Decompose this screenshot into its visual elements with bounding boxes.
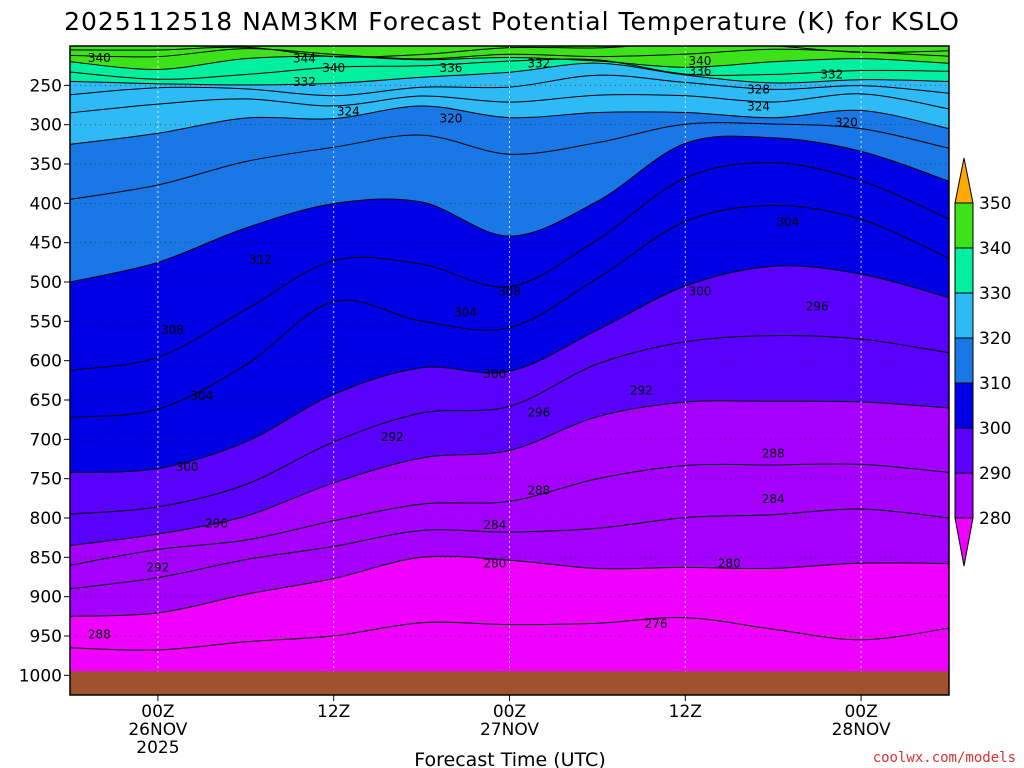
colorbar-swatch-300	[954, 382, 974, 429]
y-tick-label: 550	[30, 312, 62, 332]
contour-label: 336	[688, 64, 711, 78]
colorbar-label: 310	[979, 374, 1011, 394]
contour-label: 284	[483, 518, 506, 532]
contour-label: 280	[483, 557, 506, 571]
contour-label: 276	[645, 617, 668, 631]
colorbar-swatch-290	[954, 427, 974, 474]
colorbar-swatch-280	[954, 472, 974, 519]
contour-label: 284	[762, 492, 785, 506]
contour-label: 292	[630, 384, 653, 398]
x-tick-label: 27NOV	[480, 720, 539, 740]
isentrope-344	[70, 48, 949, 60]
x-tick-label: 2025	[136, 738, 179, 758]
y-tick-label: 900	[30, 588, 62, 608]
colorbar-label: 290	[979, 464, 1011, 484]
contour-label: 340	[322, 61, 345, 75]
y-tick-label: 850	[30, 548, 62, 568]
contour-label: 320	[835, 115, 858, 129]
contour-label: 300	[483, 367, 506, 381]
y-tick-label: 750	[30, 470, 62, 490]
y-tick-label: 700	[30, 430, 62, 450]
colorbar-swatch-340	[954, 202, 974, 249]
contour-label: 288	[762, 446, 785, 460]
y-tick-label: 800	[30, 509, 62, 529]
contour-label: 304	[776, 215, 799, 229]
x-tick-label: 00Z	[844, 702, 877, 722]
contour-label: 296	[527, 406, 550, 420]
isentrope-280	[70, 555, 949, 617]
contour-label: 280	[718, 557, 741, 571]
contour-label: 296	[205, 517, 228, 531]
contour-label: 324	[337, 104, 360, 118]
colorbar-label: 280	[979, 509, 1011, 529]
chart-title: 2025112518 NAM3KM Forecast Potential Tem…	[64, 7, 960, 36]
contour-label: 320	[439, 111, 462, 125]
colorbar-label: 300	[979, 419, 1011, 439]
colorbar-swatch-320	[954, 292, 974, 339]
contour-label: 332	[527, 56, 550, 70]
y-tick-label: 500	[30, 273, 62, 293]
contour-label: 304	[190, 389, 213, 403]
x-tick-label: 28NOV	[832, 720, 891, 740]
contour-label: 340	[688, 54, 711, 68]
colorbar: 280 290 300 310 320 330 340 350	[954, 157, 1011, 567]
x-tick-label: 12Z	[317, 702, 350, 722]
contour-label: 292	[381, 430, 404, 444]
contour-label: 296	[806, 299, 829, 313]
y-tick-label: 300	[30, 116, 62, 136]
x-axis-title: Forecast Time (UTC)	[414, 749, 605, 768]
ground-surface	[70, 671, 949, 695]
contour-label: 300	[688, 284, 711, 298]
colorbar-label: 320	[979, 329, 1011, 349]
contour-label: 292	[146, 561, 169, 575]
fill-band-348	[70, 46, 949, 58]
site-credit: coolwx.com/models	[873, 750, 1016, 766]
y-tick-label: 400	[30, 194, 62, 214]
contour-label: 344	[293, 52, 316, 66]
y-tick-label: 1000	[19, 666, 62, 686]
y-axis: 250 300 350 400 450 500 550 600 650 700 750 800 850 9…	[19, 76, 70, 686]
contour-label: 308	[161, 323, 184, 337]
colorbar-label: 340	[979, 239, 1011, 259]
contour-label: 332	[293, 75, 316, 89]
contour-label: 340	[88, 51, 111, 65]
y-tick-label: 450	[30, 234, 62, 254]
isentrope-316	[70, 122, 949, 200]
x-tick-label: 00Z	[141, 702, 174, 722]
y-tick-label: 350	[30, 155, 62, 175]
isentrope-292	[70, 400, 949, 546]
isentrope-276	[70, 616, 949, 651]
contour-label: 288	[527, 483, 550, 497]
contour-label: 312	[249, 253, 272, 267]
contour-label: 288	[88, 627, 111, 641]
contour-label: 304	[454, 306, 477, 320]
contour-label: 336	[439, 61, 462, 75]
grid-lines	[70, 46, 949, 695]
contour-label: 324	[747, 100, 770, 114]
contour-label: 308	[498, 284, 521, 298]
colorbar-over-triangle	[954, 157, 974, 204]
y-tick-label: 650	[30, 391, 62, 411]
x-tick-label: 12Z	[669, 702, 702, 722]
y-tick-label: 600	[30, 352, 62, 372]
colorbar-swatch-310	[954, 337, 974, 384]
colorbar-label: 330	[979, 284, 1011, 304]
y-tick-label: 250	[30, 76, 62, 96]
contour-label: 328	[747, 82, 770, 96]
y-tick-label: 950	[30, 627, 62, 647]
colorbar-label: 350	[979, 194, 1011, 214]
contour-label: 300	[176, 460, 199, 474]
x-tick-label: 26NOV	[128, 720, 187, 740]
colorbar-under-triangle	[954, 517, 974, 567]
x-tick-label: 00Z	[493, 702, 526, 722]
contour-label: 332	[820, 67, 843, 81]
colorbar-swatch-330	[954, 247, 974, 294]
